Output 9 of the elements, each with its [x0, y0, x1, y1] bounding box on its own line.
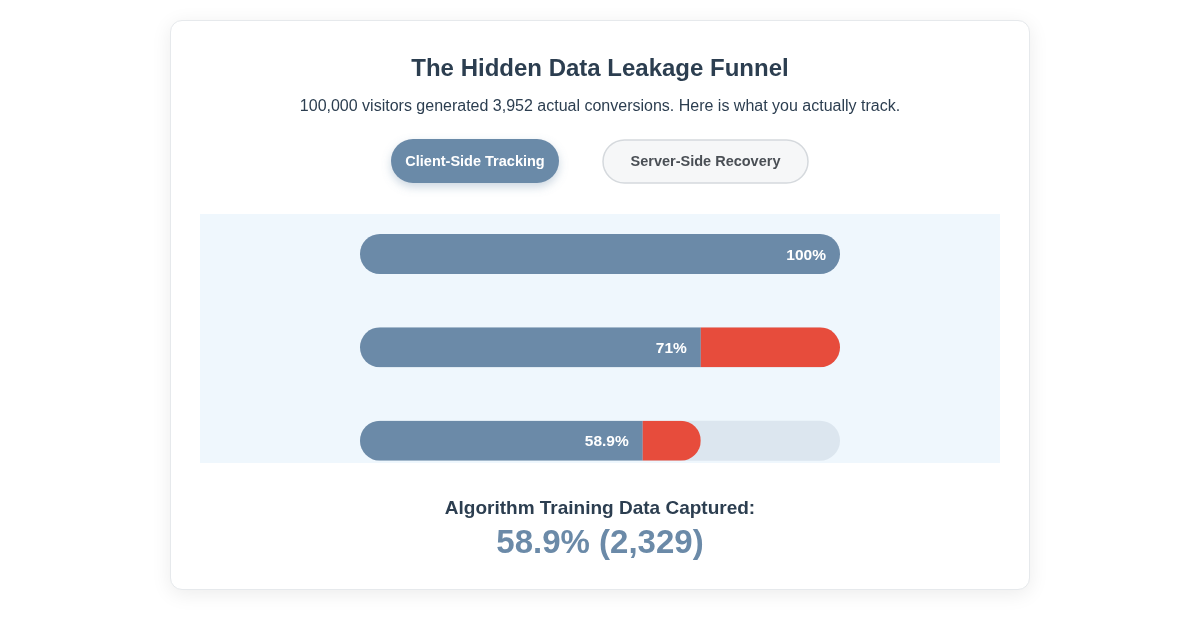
text: Algorithm Training Data Captured: — [444, 497, 756, 518]
chart-title: The Hidden Data Leakage Funnel — [411, 54, 789, 81]
data-label: 71% — [655, 338, 688, 356]
text: 58.9% (2,329) — [496, 523, 704, 560]
chart-subtitle: 100,000 visitors generated 3,952 actual conversions. Here is what you actually track. — [299, 97, 901, 114]
data-label: 58.9% — [584, 432, 629, 450]
data-label: 100% — [786, 245, 827, 263]
toggle-button: Server-Side Recovery — [602, 139, 809, 184]
toggle-button: Client-Side Tracking — [391, 139, 559, 183]
